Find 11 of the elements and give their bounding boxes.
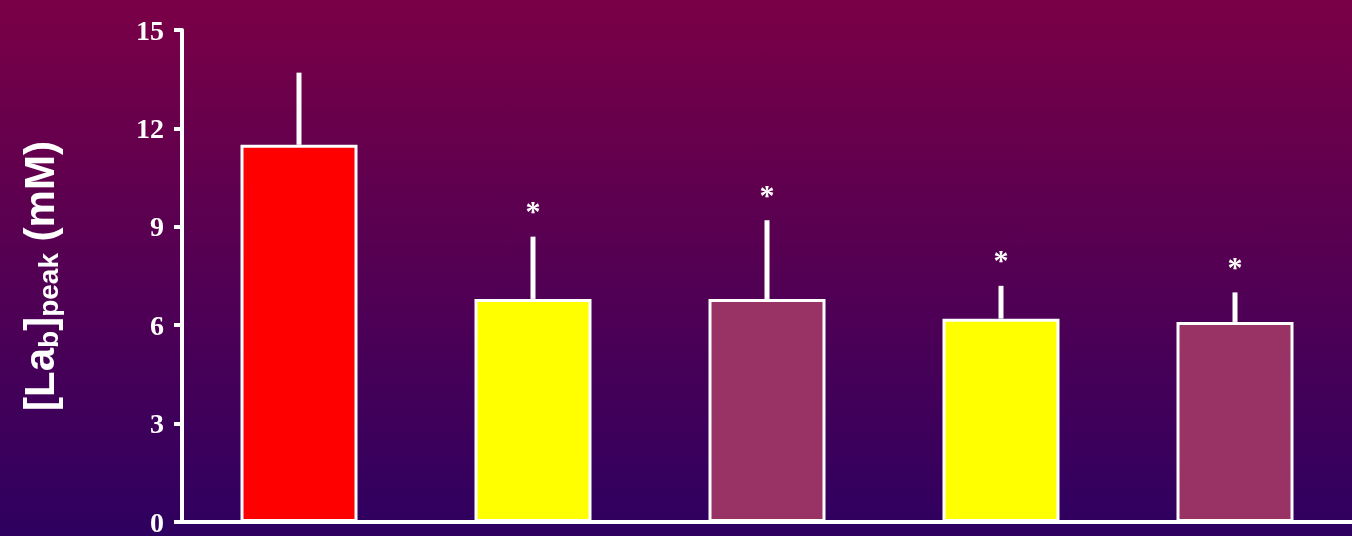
y-tick-label: 6: [150, 309, 164, 341]
y-tick-label: 9: [150, 211, 164, 243]
data-label: *: [759, 177, 775, 211]
data-label: *: [993, 243, 1009, 277]
y-tick-label: 15: [136, 14, 164, 46]
y-axis-title: [Lab]peak (mM): [15, 141, 64, 411]
y-tick-label: 12: [136, 112, 164, 144]
data-label: *: [525, 194, 541, 228]
data-label: *: [1227, 249, 1243, 283]
y-tick-label: 3: [150, 408, 164, 440]
y-tick-label: 0: [150, 506, 164, 536]
